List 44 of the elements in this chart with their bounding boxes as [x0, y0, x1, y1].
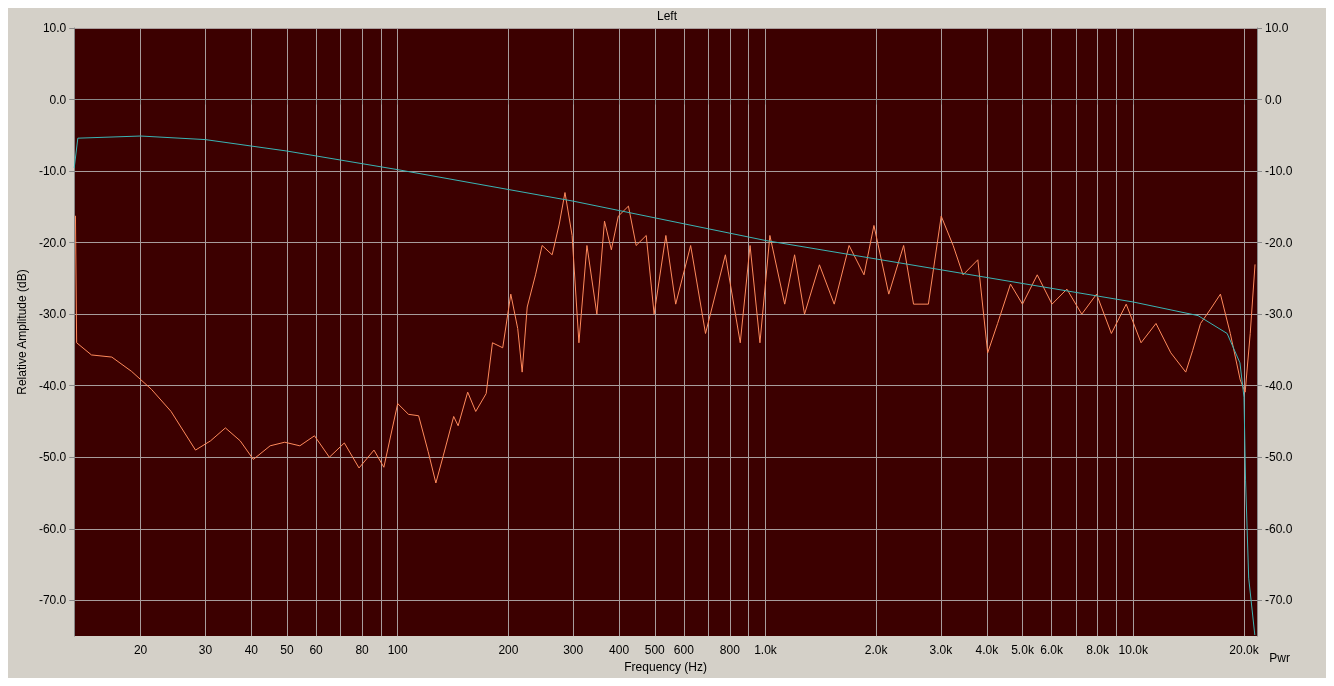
x-tick-label: 800 [719, 643, 741, 658]
x-tick-label: 500 [644, 643, 666, 658]
y-tick-label: -50.0 [38, 450, 67, 465]
y-tick-label: 0.0 [49, 92, 67, 107]
y-tick-label: -10.0 [38, 164, 67, 179]
x-tick-label: 30 [198, 643, 213, 658]
y2-tick-label: -10.0 [1265, 164, 1293, 179]
x-tick-label: 4.0k [975, 643, 1000, 658]
x-tick-label: 2.0k [864, 643, 889, 658]
y-tick-label: -20.0 [38, 235, 67, 250]
x-tick-label: 600 [673, 643, 695, 658]
x-axis-title: Frequency (Hz) [624, 660, 707, 674]
x-tick-label: 100 [387, 643, 409, 658]
y2-tick-label: -50.0 [1265, 450, 1293, 465]
x-tick-label: 20.0k [1229, 643, 1260, 658]
y-tick-label: -60.0 [38, 521, 67, 536]
x-tick-label: 5.0k [1011, 643, 1035, 658]
y2-tick-label: -60.0 [1265, 521, 1293, 536]
x-tick-label: 8.0k [1086, 643, 1110, 658]
x-tick-label: 1.0k [754, 643, 778, 658]
y2-tick-label: -40.0 [1265, 378, 1293, 393]
x-tick-label: 40 [244, 643, 259, 658]
text: Pwr [1269, 651, 1291, 665]
x-tick-label: 80 [355, 643, 370, 658]
x-tick-label: 200 [498, 643, 519, 658]
y-tick-label: -70.0 [38, 593, 67, 608]
x-tick-label: 20 [133, 643, 148, 658]
y2-tick-label: -30.0 [1265, 307, 1293, 322]
x-tick-label: 3.0k [929, 643, 954, 658]
x-tick-label: 6.0k [1040, 643, 1064, 658]
y2-tick-label: -70.0 [1265, 593, 1293, 608]
x-tick-label: 300 [563, 643, 584, 658]
y2-tick-label: -20.0 [1265, 235, 1293, 250]
x-tick-label: 400 [609, 643, 630, 658]
y2-tick-label: 10.0 [1265, 21, 1289, 35]
y-tick-label: 10.0 [42, 21, 67, 35]
y-tick-label: -30.0 [38, 307, 67, 322]
y-tick-label: -40.0 [38, 378, 67, 393]
x-tick-label: 60 [309, 643, 324, 658]
x-tick-label: 50 [280, 643, 294, 658]
x-tick-label: 10.0k [1118, 643, 1149, 658]
chart-title: Left [656, 9, 678, 23]
y-axis-title: Relative Amplitude (dB) [15, 269, 29, 395]
y2-tick-label: 0.0 [1265, 92, 1283, 107]
